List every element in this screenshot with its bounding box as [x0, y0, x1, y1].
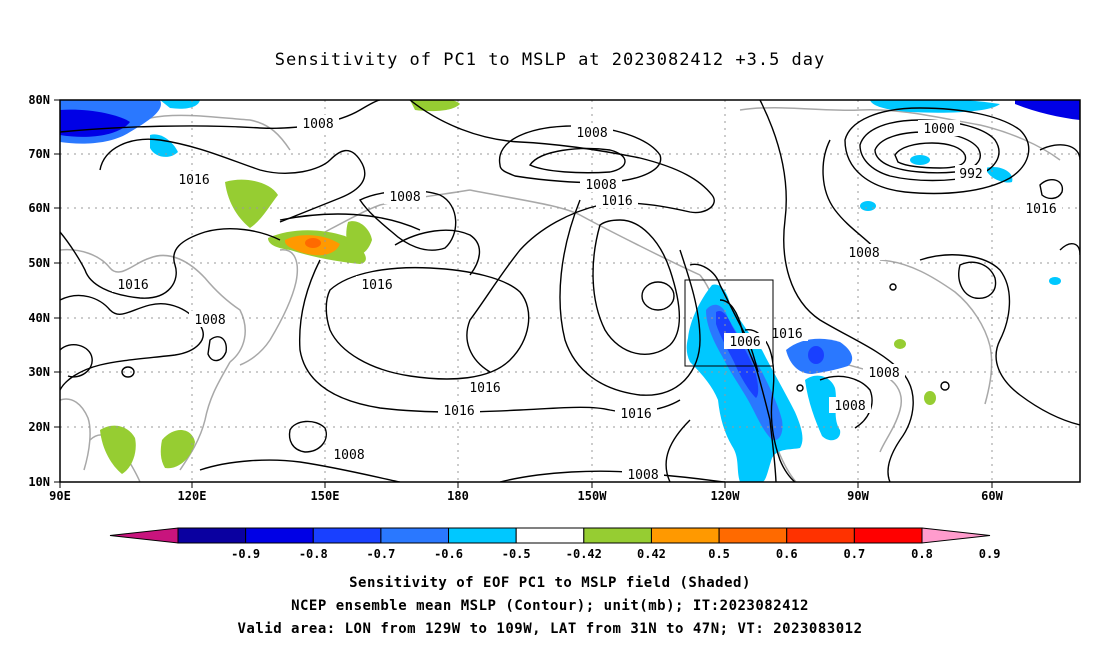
colorbar-max-arrow: [921, 527, 991, 544]
colorbar-label: 0.42: [637, 547, 666, 561]
contour-label: 992: [959, 167, 982, 182]
colorbar: [109, 527, 991, 544]
contour-label: 1016: [443, 404, 474, 419]
lat-label: 10N: [28, 475, 50, 489]
contour-label: 1008: [834, 399, 865, 414]
colorbar-swatch: [245, 527, 314, 544]
colorbar-swatch: [448, 527, 517, 544]
colorbar-label: 0.9: [979, 547, 1001, 561]
colorbar-labels: -0.9 -0.8 -0.7 -0.6 -0.5 -0.42 0.42 0.5 0.6 0.7 0.…: [231, 547, 1000, 561]
map-title: Sensitivity of PC1 to MSLP at 2023082412…: [274, 50, 826, 70]
colorbar-label: 0.6: [776, 547, 798, 561]
colorbar-swatch: [312, 527, 382, 544]
coastlines: [60, 107, 1061, 482]
lon-label: 150E: [311, 489, 340, 503]
contour-labels: 1008 1016 1008 1008 1016 1016 1016 1008 …: [117, 117, 1057, 483]
contour-label: 1008: [389, 190, 420, 205]
lat-label: 80N: [28, 93, 50, 107]
lon-label: 120W: [711, 489, 741, 503]
caption-line-3: Valid area: LON from 129W to 109W, LAT f…: [237, 621, 863, 637]
contour-label: 1016: [178, 173, 209, 188]
colorbar-label: 0.5: [708, 547, 730, 561]
contour-label: 1016: [361, 278, 392, 293]
contour-label: 1016: [1025, 202, 1056, 217]
lat-label: 50N: [28, 256, 50, 270]
contour-label: 1016: [117, 278, 148, 293]
colorbar-label: 0.7: [844, 547, 866, 561]
contour-label: 1008: [576, 126, 607, 141]
contour-label: 1008: [627, 468, 658, 483]
colorbar-label: 0.8: [911, 547, 933, 561]
axis-ticks: [54, 99, 993, 488]
colorbar-swatch: [380, 527, 450, 544]
caption-line-2: NCEP ensemble mean MSLP (Contour); unit(…: [291, 598, 809, 614]
contour-label: 1016: [469, 381, 500, 396]
lat-labels: 80N 70N 60N 50N 40N 30N 20N 10N: [28, 93, 50, 489]
lon-label: 120E: [178, 489, 207, 503]
contour-label: 1016: [601, 194, 632, 209]
plot-frame: [59, 99, 1081, 483]
contour-label: 1008: [333, 448, 364, 463]
lon-label: 90E: [49, 489, 71, 503]
lon-labels: 90E 120E 150E 180 150W 120W 90W 60W: [49, 489, 1003, 503]
contour-label: 1008: [194, 313, 225, 328]
contour-label: 1000: [923, 122, 954, 137]
contour-label: 1008: [868, 366, 899, 381]
lon-label: 90W: [847, 489, 869, 503]
valid-area-box: [684, 279, 774, 367]
shaded-regions: [60, 100, 1080, 482]
contour-label: 1016: [620, 407, 651, 422]
colorbar-label: -0.5: [502, 547, 531, 561]
colorbar-swatch: [650, 527, 720, 544]
colorbar-label: -0.6: [434, 547, 463, 561]
lat-label: 30N: [28, 365, 50, 379]
caption-line-1: Sensitivity of EOF PC1 to MSLP field (Sh…: [349, 575, 751, 591]
lat-label: 60N: [28, 201, 50, 215]
lon-label: 180: [447, 489, 469, 503]
lon-label: 60W: [981, 489, 1003, 503]
colorbar-swatch: [718, 527, 788, 544]
contour-label: 1006: [729, 335, 760, 350]
lon-label: 150W: [578, 489, 608, 503]
colorbar-swatch: [786, 527, 855, 544]
contour-label: 1008: [302, 117, 333, 132]
colorbar-label: -0.7: [366, 547, 395, 561]
contour-label: 1008: [585, 178, 616, 193]
contour-label: 1016: [771, 327, 802, 342]
colorbar-swatch: [853, 527, 923, 544]
colorbar-label: -0.9: [231, 547, 260, 561]
colorbar-swatch: [583, 527, 652, 544]
lat-label: 20N: [28, 420, 50, 434]
colorbar-min-arrow: [109, 527, 179, 544]
colorbar-label: -0.42: [566, 547, 602, 561]
lat-label: 40N: [28, 311, 50, 325]
colorbar-swatch: [177, 527, 247, 544]
colorbar-swatch: [515, 527, 585, 544]
colorbar-label: -0.8: [299, 547, 328, 561]
contour-label: 1008: [848, 246, 879, 261]
lat-label: 70N: [28, 147, 50, 161]
